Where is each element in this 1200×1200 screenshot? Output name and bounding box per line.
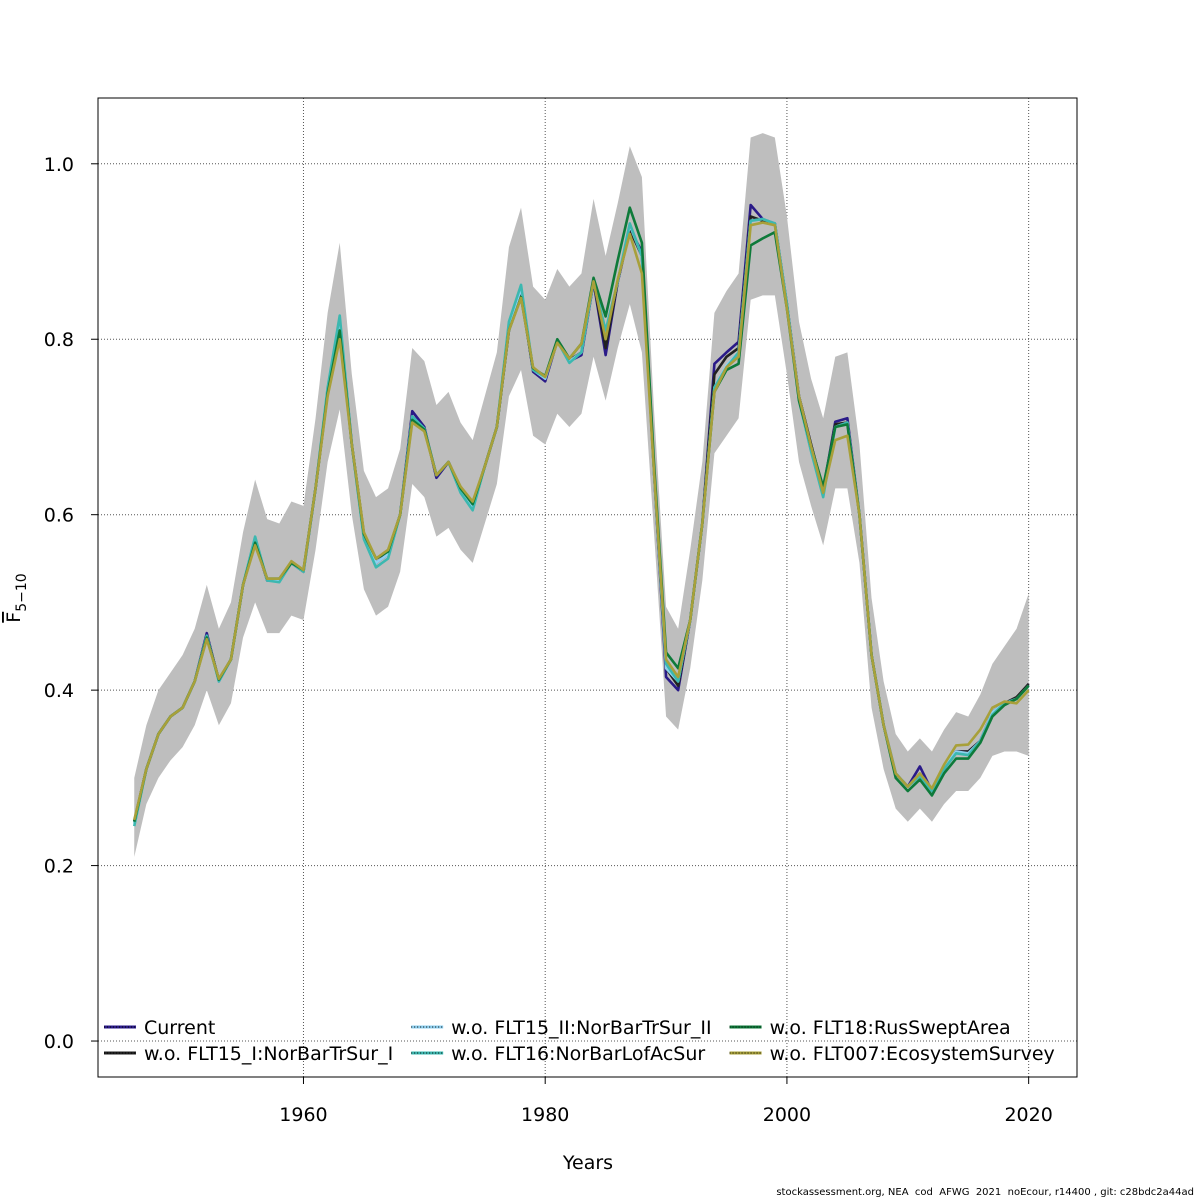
- x-tick-label: 2000: [763, 1104, 811, 1126]
- legend-label: w.o. FLT007:EcosystemSurvey: [770, 1043, 1055, 1065]
- y-tick-label: 0.0: [44, 1031, 74, 1053]
- plot-frame: [97, 97, 1078, 1078]
- y-axis-label-sub: 5−10: [14, 573, 30, 611]
- y-axis-label: F5−10: [3, 573, 30, 622]
- legend-label: w.o. FLT15_II:NorBarTrSur_II: [451, 1017, 711, 1039]
- y-tick-label: 0.8: [44, 329, 74, 351]
- y-tick-label: 0.2: [44, 856, 74, 878]
- axes: 1960 1980 2000 2020 0.0 0.2 0.4 0.6 0.8 1.0: [44, 154, 1053, 1126]
- x-tick-label: 2020: [1004, 1104, 1052, 1126]
- legend-label: w.o. FLT16:NorBarLofAcSur: [451, 1043, 705, 1065]
- plot-content: [132, 133, 1030, 857]
- x-tick-label: 1980: [521, 1104, 569, 1126]
- y-tick-label: 0.4: [44, 680, 74, 702]
- x-axis-label: Years: [562, 1152, 613, 1174]
- footer-credit: stockassessment.org, NEA cod AFWG 2021 n…: [776, 1187, 1194, 1198]
- legend-label: w.o. FLT18:RusSweptArea: [770, 1017, 1011, 1039]
- svg-text:F5−10: F5−10: [3, 573, 30, 622]
- confidence-band: [134, 133, 1029, 857]
- legend-label: Current: [144, 1017, 215, 1039]
- x-tick-label: 1960: [279, 1104, 327, 1126]
- y-tick-label: 1.0: [44, 154, 74, 176]
- legend-label: w.o. FLT15_I:NorBarTrSur_I: [144, 1043, 393, 1065]
- series-line-5: [132, 221, 1030, 821]
- legend: Current w.o. FLT15_I:NorBarTrSur_I w.o. FL…: [104, 1017, 1055, 1065]
- y-axis-label-main: F: [3, 612, 25, 623]
- y-tick-label: 0.6: [44, 505, 74, 527]
